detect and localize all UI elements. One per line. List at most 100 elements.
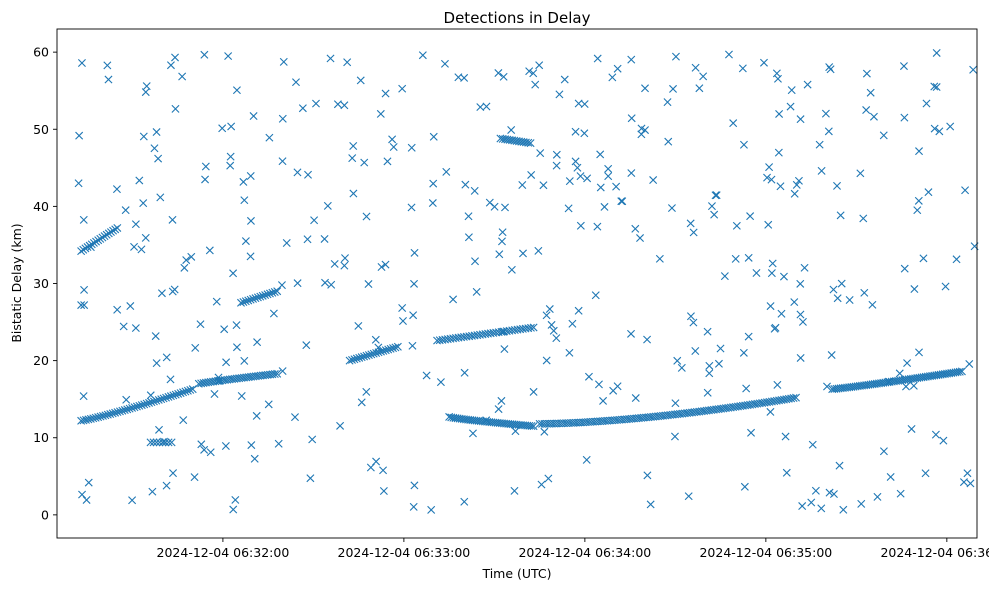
- detection-point: [552, 334, 561, 343]
- detection-point: [900, 113, 909, 122]
- detection-point: [220, 325, 229, 334]
- detection-point: [246, 295, 255, 304]
- detection-point: [969, 65, 978, 74]
- detection-point: [781, 432, 790, 441]
- detection-point: [246, 172, 255, 181]
- detection-point: [159, 394, 168, 403]
- detection-point: [909, 381, 918, 390]
- detection-point: [152, 359, 161, 368]
- detection-point: [132, 402, 141, 411]
- detection-point: [868, 300, 877, 309]
- detection-point: [744, 332, 753, 341]
- detection-point: [739, 140, 748, 149]
- detection-point: [767, 269, 776, 278]
- detection-point: [542, 311, 551, 320]
- detection-point: [176, 389, 185, 398]
- detection-point: [89, 414, 98, 423]
- detection-point: [84, 415, 93, 424]
- detection-point: [162, 481, 171, 490]
- detection-point: [707, 202, 716, 211]
- detection-point: [126, 302, 135, 311]
- detection-point: [963, 469, 972, 478]
- detection-point: [524, 138, 533, 147]
- detection-point: [125, 404, 134, 413]
- detection-point: [884, 377, 893, 386]
- detection-point: [796, 310, 805, 319]
- detection-point: [790, 189, 799, 198]
- detection-point: [724, 50, 733, 59]
- detection-point: [273, 369, 282, 378]
- detection-point: [157, 395, 166, 404]
- detection-point: [542, 356, 551, 365]
- detection-point: [798, 502, 807, 511]
- detection-point: [935, 127, 944, 136]
- detection-point: [268, 288, 277, 297]
- detection-point: [829, 285, 838, 294]
- y-tick-label: 50: [33, 122, 49, 137]
- detection-point: [565, 348, 574, 357]
- detection-point: [360, 352, 369, 361]
- detection-point: [712, 191, 721, 200]
- detection-point: [464, 212, 473, 221]
- detection-point: [835, 461, 844, 470]
- x-tick-label: 2024-12-04 06:34:00: [518, 545, 651, 560]
- detection-point: [304, 170, 313, 179]
- detection-point: [535, 61, 544, 70]
- detection-point: [526, 323, 535, 332]
- detection-point: [825, 63, 834, 72]
- detection-point: [583, 174, 592, 183]
- detection-point: [636, 234, 645, 243]
- detection-point: [879, 131, 888, 140]
- detection-point: [873, 492, 882, 501]
- detection-point: [103, 410, 112, 419]
- detection-point: [740, 482, 749, 491]
- detection-point: [140, 400, 149, 409]
- detection-point: [128, 496, 137, 505]
- detection-point: [510, 486, 519, 495]
- detection-point: [240, 356, 249, 365]
- detection-point: [120, 406, 129, 415]
- detection-point: [860, 288, 869, 297]
- detection-point: [349, 142, 358, 151]
- detection-point: [499, 72, 508, 81]
- detection-point: [386, 344, 395, 353]
- detection-point: [128, 403, 137, 412]
- x-tick-label: 2024-12-04 06:32:00: [157, 545, 290, 560]
- detection-point: [227, 122, 236, 131]
- detection-point: [803, 80, 812, 89]
- detection-point: [407, 203, 416, 212]
- detection-point: [393, 342, 402, 351]
- detection-point: [137, 401, 146, 410]
- detection-point: [357, 398, 366, 407]
- x-tick-label: 2024-12-04 06:35:00: [699, 545, 832, 560]
- detection-point: [291, 413, 299, 422]
- detection-point: [77, 416, 86, 425]
- detection-point: [604, 164, 613, 173]
- detection-point: [564, 204, 573, 213]
- detection-point: [190, 473, 199, 482]
- detection-point: [263, 290, 272, 299]
- detection-point: [274, 439, 283, 448]
- detection-point: [168, 215, 177, 224]
- detection-point: [823, 382, 831, 391]
- detection-point: [191, 343, 200, 352]
- detection-point: [137, 245, 146, 254]
- detection-point: [637, 124, 646, 133]
- detection-point: [312, 99, 320, 108]
- detection-point: [80, 285, 89, 294]
- detection-point: [237, 298, 245, 307]
- detection-point: [547, 320, 556, 329]
- detection-point: [241, 297, 250, 306]
- detection-point: [86, 414, 95, 423]
- detection-point: [79, 416, 88, 425]
- detection-point: [596, 150, 605, 159]
- detection-point: [931, 430, 940, 439]
- detection-point: [340, 101, 349, 110]
- detection-point: [196, 320, 205, 329]
- detection-point: [670, 432, 679, 441]
- detection-point: [149, 438, 158, 447]
- detection-point: [270, 370, 279, 378]
- detection-point: [118, 406, 127, 415]
- detection-point: [771, 323, 780, 332]
- detection-point: [240, 196, 249, 205]
